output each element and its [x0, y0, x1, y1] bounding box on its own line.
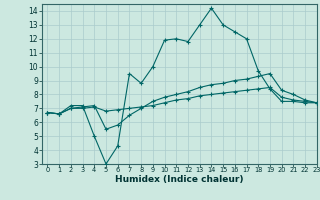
- X-axis label: Humidex (Indice chaleur): Humidex (Indice chaleur): [115, 175, 244, 184]
